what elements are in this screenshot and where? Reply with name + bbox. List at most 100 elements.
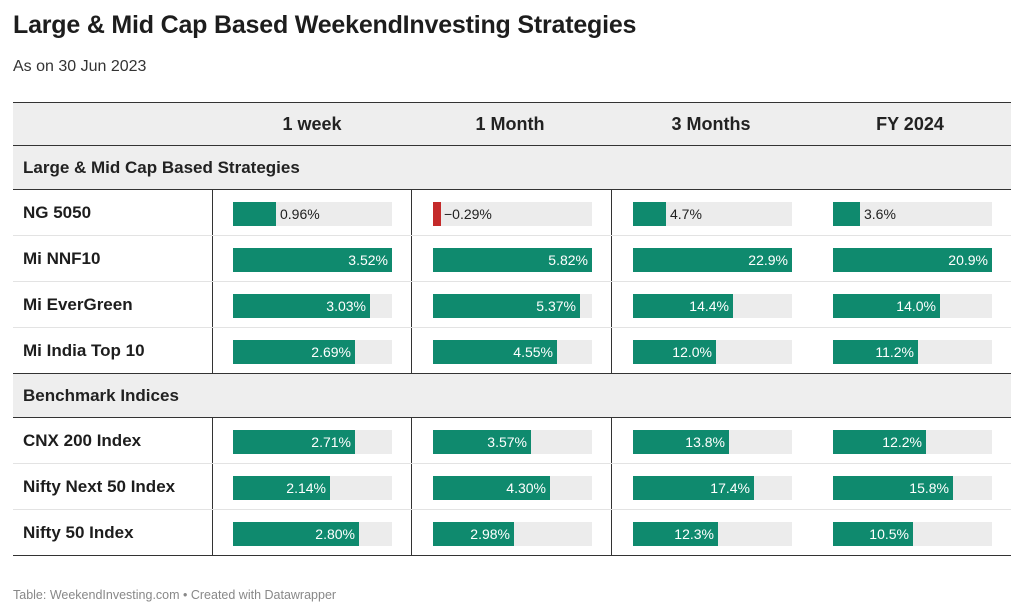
bar-track-fy-2024: 3.6% — [833, 202, 992, 226]
value-label: 3.6% — [864, 206, 896, 222]
table-row: Mi India Top 10 2.69% 4.55% 12.0% 11.2% — [13, 328, 1011, 374]
bar-track-1-week: 2.71% — [233, 430, 392, 454]
bar-mark — [833, 294, 940, 318]
bar-mark — [633, 248, 792, 272]
column-header-1-month: 1 Month — [475, 114, 545, 134]
bar-track-fy-2024: 15.8% — [833, 476, 992, 500]
bar-mark — [233, 340, 355, 364]
group-label: Large & Mid Cap Based Strategies — [23, 158, 300, 177]
table-row: Mi EverGreen 3.03% 5.37% 14.4% 14.0% — [13, 282, 1011, 328]
value-label: 5.82% — [548, 252, 588, 268]
group-header-large-and-mid-cap-based-strategies: Large & Mid Cap Based Strategies — [13, 146, 1011, 190]
bar-track-3-months: 12.0% — [633, 340, 792, 364]
column-divider — [611, 510, 612, 555]
column-divider — [611, 328, 612, 373]
value-label: 12.3% — [674, 526, 714, 542]
group-header-benchmark-indices: Benchmark Indices — [13, 374, 1011, 418]
value-label: 3.57% — [487, 434, 527, 450]
row-label: CNX 200 Index — [23, 431, 142, 450]
bar-mark — [433, 522, 514, 546]
value-label: 14.0% — [896, 298, 936, 314]
bar-mark — [433, 294, 580, 318]
table-row: Nifty Next 50 Index 2.14% 4.30% 17.4% 15.8% — [13, 464, 1011, 510]
bar-track-3-months: 14.4% — [633, 294, 792, 318]
bar-track-1-week: 2.80% — [233, 522, 392, 546]
bar-mark — [833, 522, 913, 546]
column-divider — [611, 282, 612, 327]
bar-track-1-month: 4.30% — [433, 476, 592, 500]
bar-track-3-months: 17.4% — [633, 476, 792, 500]
row-label: Mi NNF10 — [23, 249, 101, 268]
column-divider — [212, 510, 213, 555]
column-divider — [411, 282, 412, 327]
bar-mark — [433, 248, 592, 272]
bar-mark — [633, 476, 754, 500]
bar-track-1-month: 5.82% — [433, 248, 592, 272]
row-label: Mi India Top 10 — [23, 341, 145, 360]
bar-track-1-month: 4.55% — [433, 340, 592, 364]
table-row: NG 5050 0.96% −0.29% 4.7% 3.6% — [13, 190, 1011, 236]
row-label: NG 5050 — [23, 203, 92, 222]
bar-mark — [233, 476, 330, 500]
value-label: 3.03% — [326, 298, 366, 314]
group-label: Benchmark Indices — [23, 386, 179, 405]
value-label: 4.7% — [670, 206, 702, 222]
bar-mark — [833, 476, 953, 500]
bar-mark — [433, 476, 550, 500]
column-divider — [212, 190, 213, 235]
bar-track-3-months: 4.7% — [633, 202, 792, 226]
bar-track-1-week: 2.14% — [233, 476, 392, 500]
bar-mark — [833, 430, 926, 454]
column-divider — [611, 418, 612, 463]
table-row: CNX 200 Index 2.71% 3.57% 13.8% 12.2% — [13, 418, 1011, 464]
column-divider — [212, 328, 213, 373]
value-label: 2.80% — [315, 526, 355, 542]
column-divider — [411, 510, 412, 555]
row-label: Mi EverGreen — [23, 295, 133, 314]
bar-mark — [833, 340, 918, 364]
value-label: 22.9% — [748, 252, 788, 268]
value-label: 5.37% — [536, 298, 576, 314]
value-label: 2.69% — [311, 344, 351, 360]
bar-track-3-months: 12.3% — [633, 522, 792, 546]
bar-mark — [633, 522, 718, 546]
column-divider — [411, 190, 412, 235]
column-divider — [212, 418, 213, 463]
column-header-fy-2024: FY 2024 — [876, 114, 944, 134]
bar-mark — [233, 522, 359, 546]
bar-mark — [233, 248, 392, 272]
bar-mark — [633, 202, 666, 226]
value-label: 12.2% — [882, 434, 922, 450]
bar-mark-negative — [433, 202, 441, 226]
column-divider — [611, 190, 612, 235]
column-divider — [411, 464, 412, 509]
column-header-row: 1 week 1 Month 3 Months FY 2024 — [13, 102, 1011, 146]
value-label: 0.96% — [280, 206, 320, 222]
value-label: −0.29% — [444, 206, 492, 222]
source-footer: Table: WeekendInvesting.com • Created wi… — [13, 588, 337, 602]
bar-mark — [633, 294, 733, 318]
value-label: 2.71% — [311, 434, 351, 450]
bar-track-1-week: 3.03% — [233, 294, 392, 318]
bar-track-1-month: −0.29% — [433, 202, 592, 226]
value-label: 15.8% — [909, 480, 949, 496]
row-label: Nifty 50 Index — [23, 523, 134, 542]
bar-track-1-month: 3.57% — [433, 430, 592, 454]
value-label: 14.4% — [689, 298, 729, 314]
value-label: 17.4% — [710, 480, 750, 496]
bar-track-3-months: 22.9% — [633, 248, 792, 272]
table-row: Mi NNF10 3.52% 5.82% 22.9% 20.9% — [13, 236, 1011, 282]
bar-mark — [833, 202, 860, 226]
value-label: 2.98% — [470, 526, 510, 542]
bar-mark — [233, 430, 355, 454]
column-divider — [611, 464, 612, 509]
bar-mark — [433, 430, 531, 454]
value-label: 10.5% — [869, 526, 909, 542]
bar-track-fy-2024: 20.9% — [833, 248, 992, 272]
value-label: 4.30% — [506, 480, 546, 496]
value-label: 11.2% — [875, 344, 914, 360]
value-label: 3.52% — [348, 252, 388, 268]
bar-mark — [633, 340, 716, 364]
bar-mark — [233, 202, 276, 226]
bar-mark — [233, 294, 370, 318]
